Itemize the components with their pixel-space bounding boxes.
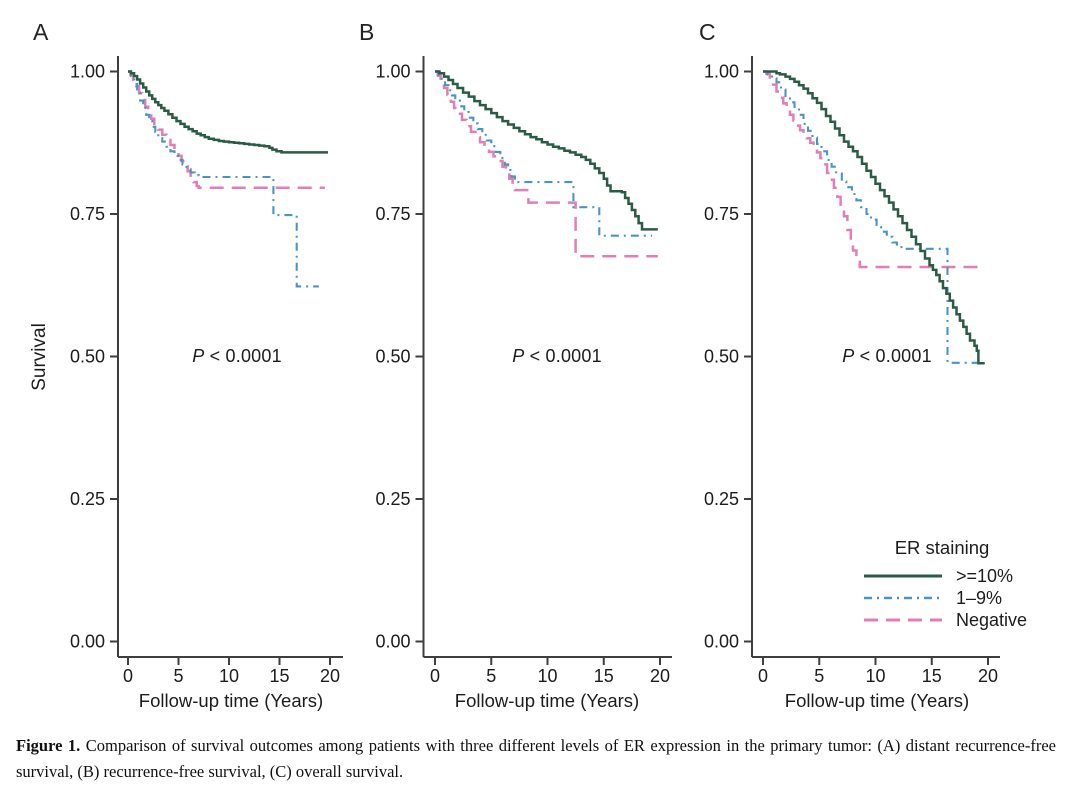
y-tick-label: 0.50 bbox=[704, 347, 739, 367]
p-value-c-var: P bbox=[842, 346, 855, 366]
legend-entry-1to9: 1–9% bbox=[862, 586, 1002, 610]
y-tick-label: 0.25 bbox=[70, 489, 105, 509]
km-curve-ge10-A bbox=[128, 70, 328, 154]
x-tick-label: 15 bbox=[922, 666, 942, 686]
km-curve-ge10-B bbox=[435, 70, 658, 231]
x-tick-label: 5 bbox=[814, 666, 824, 686]
legend-line-negative bbox=[864, 618, 942, 622]
y-tick-label: 0.00 bbox=[375, 632, 410, 652]
x-tick-label: 15 bbox=[594, 666, 614, 686]
y-axis-title: Survival bbox=[29, 323, 50, 391]
p-value-a: P < 0.0001 bbox=[149, 346, 325, 367]
x-axis-title-a: Follow-up time (Years) bbox=[138, 690, 324, 711]
x-tick-label: 0 bbox=[430, 666, 440, 686]
panel-letter-b: B bbox=[359, 19, 375, 45]
y-tick-label: 0.00 bbox=[70, 632, 105, 652]
km-curve-negative-A bbox=[128, 70, 325, 190]
caption-line-2: survival, (B) recurrence-free survival, … bbox=[16, 761, 404, 781]
x-tick-label: 20 bbox=[978, 666, 998, 686]
x-tick-label: 0 bbox=[123, 666, 133, 686]
y-tick-label: 0.00 bbox=[704, 632, 739, 652]
km-svg: 1.00 0.75 0.50 0.25 0.00 0 5 10 15 20 1.00 0.75 0.50… bbox=[70, 56, 1000, 686]
km-curve-negative-C bbox=[763, 70, 983, 269]
p-value-b-var: P bbox=[512, 346, 525, 366]
p-value-c: P < 0.0001 bbox=[799, 346, 975, 367]
km-curve-ge10-C bbox=[763, 70, 985, 365]
y-tick-label: 0.25 bbox=[375, 489, 410, 509]
km-curve-1to9-B bbox=[435, 70, 653, 237]
x-axis-title-b: Follow-up time (Years) bbox=[454, 690, 640, 711]
legend-line-1to9 bbox=[864, 596, 942, 600]
panel-letter-c: C bbox=[699, 19, 716, 45]
p-value-b-text: < 0.0001 bbox=[524, 346, 602, 366]
p-value-a-var: P bbox=[192, 346, 205, 366]
legend-title: ER staining bbox=[894, 537, 990, 558]
x-tick-label: 10 bbox=[865, 666, 885, 686]
km-curve-1to9-A bbox=[128, 70, 319, 288]
legend-entry-ge10: >=10% bbox=[862, 564, 1013, 588]
legend-label-ge10: >=10% bbox=[956, 565, 1014, 586]
panel-letter-a: A bbox=[33, 19, 49, 45]
y-tick-label: 0.75 bbox=[70, 204, 105, 224]
x-tick-label: 10 bbox=[219, 666, 239, 686]
x-tick-label: 5 bbox=[486, 666, 496, 686]
caption-figure-label: Figure 1. bbox=[16, 736, 81, 755]
x-tick-label: 20 bbox=[320, 666, 340, 686]
caption-line-1: Figure 1. Comparison of survival outcome… bbox=[16, 733, 1056, 759]
legend-label-negative: Negative bbox=[956, 609, 1028, 630]
legend-line-ge10 bbox=[864, 574, 942, 578]
y-tick-label: 1.00 bbox=[70, 62, 105, 82]
figure-caption: Figure 1. Comparison of survival outcome… bbox=[16, 733, 1056, 784]
y-tick-label: 0.50 bbox=[70, 347, 105, 367]
x-tick-label: 20 bbox=[650, 666, 670, 686]
x-axis-title-c: Follow-up time (Years) bbox=[784, 690, 970, 711]
y-tick-label: 1.00 bbox=[375, 62, 410, 82]
caption-line1-text: Comparison of survival outcomes among pa… bbox=[80, 736, 1056, 755]
y-tick-label: 0.50 bbox=[375, 347, 410, 367]
x-tick-label: 15 bbox=[269, 666, 289, 686]
p-value-b: P < 0.0001 bbox=[469, 346, 645, 367]
y-tick-label: 1.00 bbox=[704, 62, 739, 82]
x-tick-label: 5 bbox=[173, 666, 183, 686]
legend-entry-negative: Negative bbox=[862, 608, 1027, 632]
y-tick-label: 0.75 bbox=[704, 204, 739, 224]
x-tick-label: 10 bbox=[537, 666, 557, 686]
km-curve-1to9-C bbox=[763, 70, 978, 364]
y-tick-label: 0.75 bbox=[375, 204, 410, 224]
y-tick-label: 0.25 bbox=[704, 489, 739, 509]
p-value-c-text: < 0.0001 bbox=[854, 346, 932, 366]
p-value-a-text: < 0.0001 bbox=[204, 346, 282, 366]
legend-label-1to9: 1–9% bbox=[956, 587, 1003, 608]
km-curve-negative-B bbox=[435, 70, 658, 258]
x-tick-label: 0 bbox=[758, 666, 768, 686]
